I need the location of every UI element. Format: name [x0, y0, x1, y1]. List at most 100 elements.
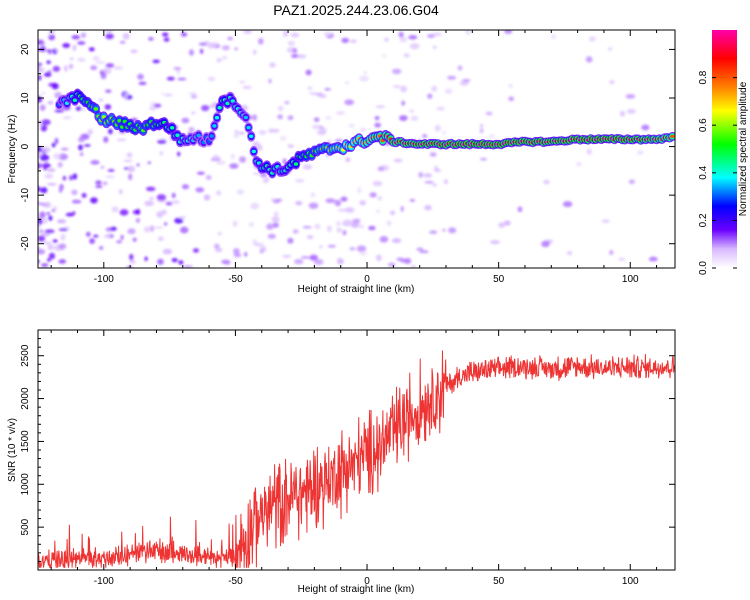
spectrogram-ytick-label: 20 [20, 43, 31, 55]
noise-blob [436, 106, 446, 111]
noise-blob [68, 63, 74, 70]
noise-blob [47, 258, 51, 262]
noise-blob [257, 144, 263, 151]
ridge-core [251, 149, 256, 154]
noise-blob [132, 237, 137, 242]
noise-blob [410, 265, 417, 268]
noise-blob [38, 232, 46, 235]
noise-blob [336, 110, 346, 115]
snr-ytick-label: 1500 [20, 430, 31, 453]
noise-blob [203, 194, 211, 201]
noise-blob [424, 181, 435, 184]
noise-blob [174, 217, 184, 224]
noise-blob [38, 146, 43, 153]
noise-blob [71, 35, 81, 40]
noise-blob [432, 183, 438, 187]
noise-blob [38, 39, 45, 45]
noise-blob [162, 248, 173, 255]
noise-blob [416, 247, 424, 251]
noise-blob [176, 68, 181, 75]
noise-blob [326, 225, 332, 233]
noise-blob [489, 134, 495, 138]
spectrogram-xtick-label: -50 [228, 274, 243, 285]
noise-blob [391, 238, 402, 244]
noise-blob [300, 256, 311, 259]
noise-blob [447, 75, 457, 80]
noise-blob [485, 111, 493, 116]
noise-blob [161, 92, 165, 96]
spectrogram-xtick-label: 100 [622, 274, 639, 285]
noise-blob [135, 218, 140, 223]
noise-blob [239, 156, 247, 163]
noise-blob [154, 103, 162, 108]
noise-blob [93, 234, 99, 238]
noise-blob [359, 200, 367, 206]
noise-blob [75, 106, 82, 111]
noise-blob [271, 216, 280, 223]
noise-blob [429, 230, 438, 234]
snr-ytick-label: 2500 [20, 344, 31, 367]
noise-blob [62, 175, 67, 181]
noise-blob [541, 240, 550, 248]
noise-blob [104, 104, 112, 110]
noise-blob [72, 173, 78, 180]
noise-blob [51, 142, 56, 148]
noise-blob [290, 32, 300, 38]
noise-blob [71, 199, 82, 204]
noise-blob [157, 139, 167, 144]
noise-blob [490, 240, 500, 245]
noise-blob [90, 65, 98, 71]
noise-blob [77, 57, 86, 62]
noise-blob [462, 79, 471, 82]
noise-blob [44, 173, 54, 179]
noise-blob [137, 73, 144, 80]
noise-blob [144, 226, 151, 233]
noise-blob [40, 124, 48, 132]
noise-blob [62, 116, 72, 120]
noise-blob [272, 222, 279, 228]
noise-blob [325, 116, 332, 120]
ridge-core [243, 115, 249, 120]
noise-blob [47, 244, 54, 251]
noise-blob [442, 131, 446, 135]
noise-blob [267, 233, 276, 239]
noise-blob [55, 49, 59, 52]
noise-blob [171, 192, 176, 199]
noise-blob [161, 209, 167, 215]
noise-blob [423, 173, 433, 178]
noise-blob [344, 99, 355, 106]
noise-blob [111, 206, 119, 213]
noise-blob [377, 196, 382, 201]
noise-blob [341, 37, 350, 44]
noise-blob [268, 128, 275, 133]
noise-blob [307, 235, 314, 240]
noise-blob [144, 200, 154, 207]
spectrogram-xtick-label: 0 [364, 274, 370, 285]
noise-blob [41, 146, 51, 153]
noise-blob [92, 56, 100, 61]
noise-blob [43, 217, 48, 224]
noise-blob [181, 184, 190, 190]
noise-blob [58, 228, 69, 232]
noise-blob [319, 245, 323, 249]
noise-blob [324, 88, 332, 91]
noise-blob [274, 198, 283, 202]
noise-blob [207, 76, 216, 82]
noise-blob [620, 110, 625, 117]
noise-blob [46, 60, 51, 64]
noise-blob [641, 124, 650, 131]
noise-blob [47, 168, 56, 172]
spectrogram-plot-area [38, 30, 675, 268]
noise-blob [234, 129, 239, 136]
spectrogram-ytick-label: 10 [20, 92, 31, 104]
noise-blob [147, 161, 151, 164]
noise-blob [287, 144, 295, 149]
noise-blob [626, 109, 636, 114]
noise-blob [465, 30, 471, 36]
noise-blob [302, 164, 313, 170]
noise-blob [195, 187, 205, 193]
noise-blob [216, 58, 222, 63]
noise-blob [217, 231, 222, 236]
colorbar-gradient [712, 30, 737, 268]
noise-blob [43, 201, 52, 208]
